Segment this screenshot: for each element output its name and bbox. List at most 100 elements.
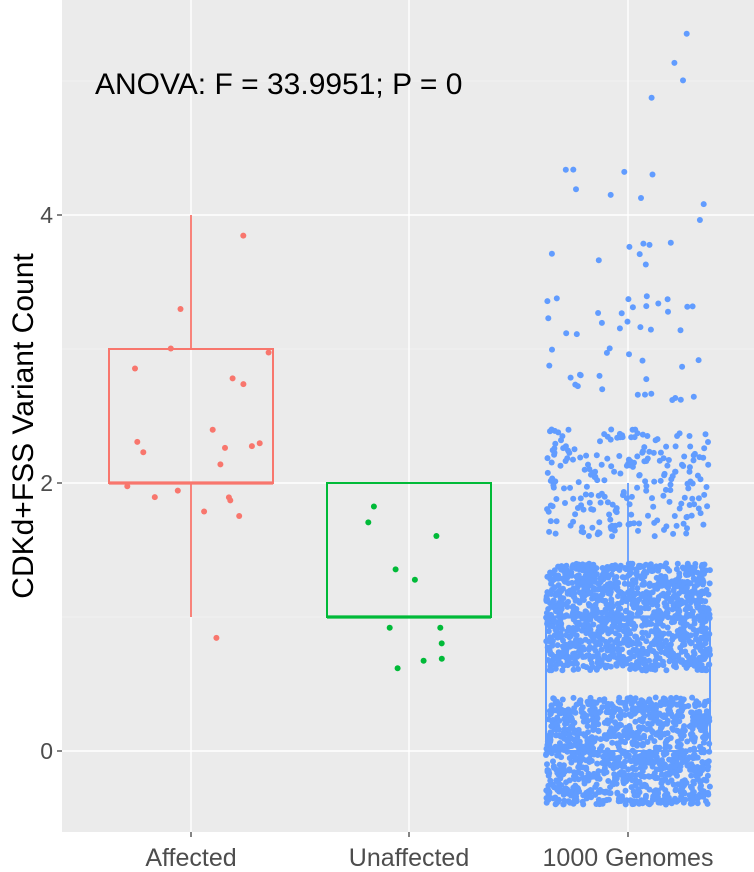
- data-point: [656, 457, 663, 464]
- data-point: [604, 747, 611, 754]
- data-point: [595, 659, 602, 666]
- data-point: [213, 634, 220, 641]
- data-point: [629, 741, 636, 748]
- data-point: [669, 650, 676, 657]
- data-point: [705, 439, 711, 445]
- data-point: [437, 624, 444, 631]
- data-point: [547, 729, 554, 736]
- data-point: [684, 561, 691, 568]
- data-point: [619, 699, 625, 706]
- data-point: [691, 576, 698, 583]
- data-point: [565, 426, 572, 433]
- data-point: [652, 584, 658, 591]
- data-point: [545, 508, 552, 515]
- data-point: [583, 628, 590, 635]
- data-point: [576, 647, 583, 654]
- data-point: [561, 726, 568, 733]
- data-point: [680, 633, 687, 640]
- data-point: [616, 659, 623, 666]
- data-point: [701, 702, 708, 709]
- data-point: [545, 628, 552, 635]
- data-point: [605, 700, 612, 707]
- data-point: [573, 186, 579, 193]
- data-point: [592, 611, 599, 618]
- data-point: [240, 232, 247, 239]
- y-tick-label: 0: [40, 738, 53, 764]
- data-point: [611, 468, 618, 475]
- data-point: [663, 647, 670, 654]
- data-point: [699, 612, 706, 619]
- data-point: [670, 530, 677, 537]
- data-point: [546, 528, 553, 535]
- data-point: [641, 712, 648, 719]
- x-axis: Affected Unaffected 1000 Genomes: [145, 832, 713, 872]
- data-point: [584, 737, 591, 744]
- data-point: [570, 166, 577, 173]
- data-point: [655, 596, 662, 603]
- data-point: [607, 523, 614, 530]
- data-point: [645, 632, 652, 639]
- box-unaffected: [326, 482, 492, 619]
- data-point: [659, 784, 666, 791]
- data-point: [690, 393, 697, 400]
- data-point: [648, 628, 655, 635]
- data-point: [623, 660, 630, 667]
- data-point: [589, 746, 596, 753]
- data-point: [248, 443, 255, 450]
- data-point: [692, 658, 699, 665]
- data-point: [695, 638, 702, 645]
- data-point: [681, 494, 688, 501]
- data-point: [672, 660, 678, 667]
- data-point: [654, 613, 660, 620]
- data-point: [603, 735, 610, 742]
- data-point: [629, 771, 636, 778]
- data-point: [555, 751, 562, 757]
- data-point: [604, 455, 611, 462]
- data-point: [140, 449, 147, 456]
- data-point: [596, 530, 603, 536]
- data-point: [665, 457, 672, 463]
- data-point: [704, 800, 711, 807]
- data-point: [573, 331, 580, 338]
- box-affected: [108, 215, 274, 617]
- data-point: [642, 561, 649, 568]
- data-point: [544, 469, 551, 476]
- data-point: [590, 606, 597, 613]
- data-point: [683, 30, 690, 37]
- data-point: [545, 782, 552, 789]
- data-point: [645, 720, 652, 727]
- data-point: [706, 615, 713, 621]
- data-point: [654, 436, 661, 443]
- data-point: [420, 657, 427, 664]
- data-point: [636, 251, 643, 258]
- data-point: [698, 662, 705, 668]
- x-tick-label: 1000 Genomes: [543, 844, 714, 872]
- data-point: [684, 603, 691, 610]
- data-point: [151, 494, 158, 501]
- data-point: [678, 500, 685, 507]
- data-point: [693, 601, 700, 608]
- data-point: [606, 728, 613, 735]
- data-point: [627, 458, 634, 465]
- data-point: [569, 716, 575, 723]
- data-point: [638, 773, 645, 780]
- data-point: [639, 629, 646, 636]
- data-point: [594, 760, 601, 767]
- data-point: [636, 472, 643, 478]
- data-point: [617, 712, 624, 719]
- data-point: [674, 727, 681, 734]
- data-point: [615, 593, 621, 600]
- data-point: [636, 596, 643, 603]
- data-point: [684, 513, 691, 520]
- data-point: [677, 396, 684, 403]
- data-point: [690, 566, 697, 573]
- data-point: [604, 433, 611, 440]
- data-point: [546, 667, 553, 674]
- data-point: [547, 649, 553, 655]
- data-point: [545, 716, 552, 723]
- data-point: [663, 609, 670, 616]
- data-point: [627, 757, 633, 764]
- data-point: [546, 362, 553, 369]
- data-point: [616, 325, 623, 332]
- data-point: [559, 667, 566, 674]
